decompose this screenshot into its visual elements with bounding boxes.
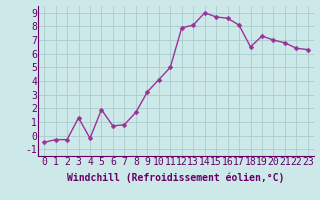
X-axis label: Windchill (Refroidissement éolien,°C): Windchill (Refroidissement éolien,°C): [67, 173, 285, 183]
